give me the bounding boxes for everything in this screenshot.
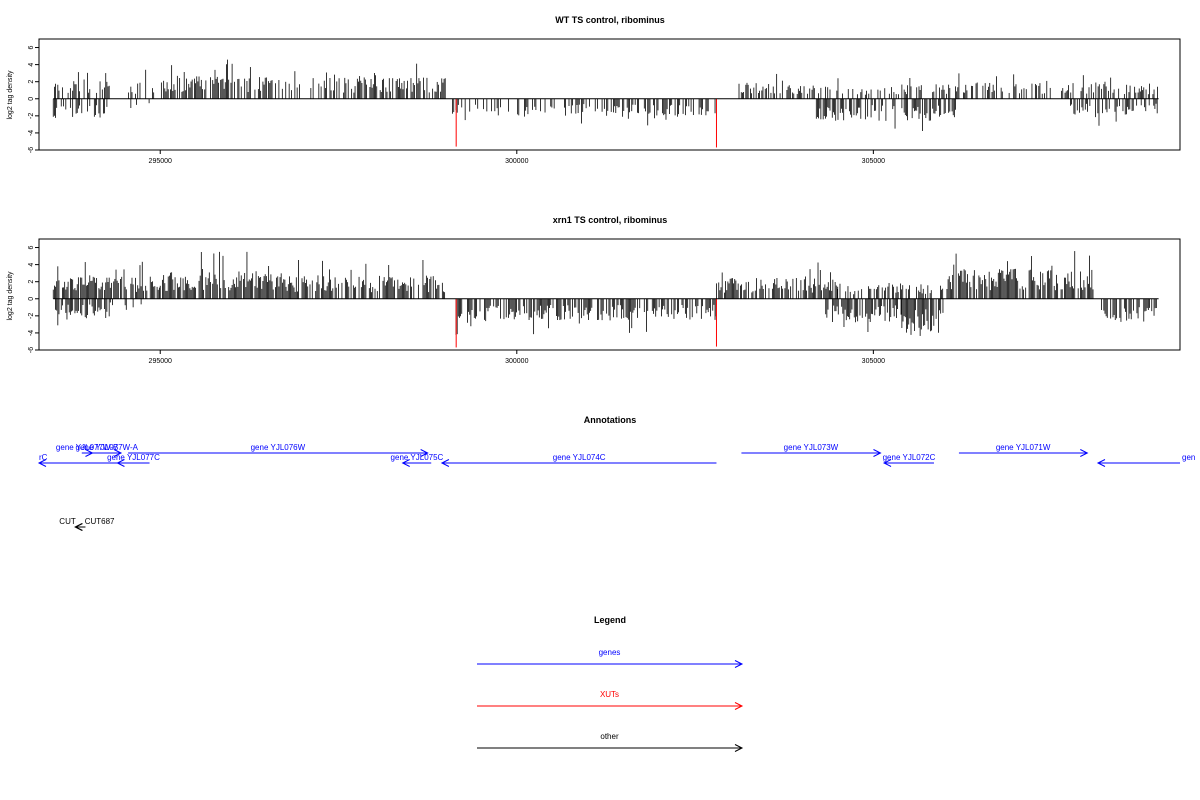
legend-label: XUTs — [600, 690, 619, 699]
feature-label: CUT687 — [85, 517, 115, 526]
y-axis-label-wt: log2 tag density — [7, 70, 14, 120]
annotation-feature: gene YJL077C — [107, 453, 160, 467]
feature-label: gene YJL077C — [107, 453, 160, 462]
y-tick-label: 0 — [28, 297, 35, 301]
x-tick-label: 300000 — [505, 358, 528, 365]
x-tick-label: 295000 — [149, 358, 172, 365]
arrow-head — [74, 523, 83, 531]
feature-label: gene YJL073W — [784, 443, 839, 452]
annotation-feature: rC — [37, 453, 125, 467]
feature-label: rC — [39, 453, 48, 462]
panel-title-xrn1: xrn1 TS control, ribominus — [553, 215, 668, 225]
y-tick-label: 4 — [28, 263, 35, 267]
legend-items: genes XUTs other — [477, 648, 744, 752]
arrow-head — [734, 744, 744, 752]
panel-title-wt: WT TS control, ribominus — [555, 15, 665, 25]
y-tick-label: 2 — [28, 80, 35, 84]
y-axis-xrn1: -6 -4 -2 0 2 4 6 — [28, 245, 39, 353]
legend-item: other — [477, 732, 744, 752]
arrow-head — [401, 459, 410, 467]
x-tick-label: 295000 — [149, 158, 172, 165]
arrow-head — [873, 449, 882, 457]
legend-item: genes — [477, 648, 744, 668]
coverage-panel-xrn1: xrn1 TS control, ribominus log2 tag dens… — [7, 215, 1181, 365]
arrow-head — [116, 459, 125, 467]
annotation-feature: gene YJL077W-A — [76, 443, 139, 457]
coverage-bars-wt — [52, 59, 1159, 148]
arrow-head — [882, 459, 892, 467]
y-tick-label: -6 — [28, 147, 35, 153]
x-tick-label: 300000 — [505, 158, 528, 165]
y-tick-label: -4 — [28, 330, 35, 336]
feature-label: gene YJL071W — [996, 443, 1051, 452]
legend-label: other — [600, 732, 619, 741]
arrow-head — [420, 449, 429, 457]
x-axis-xrn1: 295000 300000 305000 — [149, 350, 885, 365]
feature-label: CUT — [59, 517, 76, 526]
annotation-feature: gene YJL076W — [128, 443, 429, 457]
feature-label: gene YJL075C — [391, 453, 444, 462]
coverage-bars-xrn1 — [52, 251, 1159, 348]
annotation-feature: gene YJL071W — [958, 443, 1089, 457]
annotation-feature: gene YJL073W — [741, 443, 882, 457]
y-tick-label: 6 — [28, 245, 35, 249]
legend-label: genes — [599, 648, 621, 657]
y-tick-label: -2 — [28, 113, 35, 119]
annotation-feature: gene YJL074C — [440, 453, 717, 467]
y-tick-label: -4 — [28, 130, 35, 136]
arrow-head — [734, 702, 744, 710]
plot-frame-wt — [38, 38, 1181, 151]
annotation-feature: CUT687 — [74, 517, 115, 531]
annotation-feature: gene YJL072C — [883, 453, 936, 467]
y-tick-label: 4 — [28, 63, 35, 67]
legend-panel: Legend genes XUTs other — [477, 615, 744, 752]
legend-item: XUTs — [477, 690, 744, 710]
y-tick-label: -2 — [28, 313, 35, 319]
feature-label: gene YJL076W — [251, 443, 306, 452]
arrow-head — [113, 449, 123, 457]
y-tick-label: -6 — [28, 347, 35, 353]
y-tick-label: 2 — [28, 280, 35, 284]
y-axis-label-xrn1: log2 tag density — [7, 271, 14, 321]
y-axis-wt: -6 -4 -2 0 2 4 6 — [28, 45, 39, 153]
arrow-head — [734, 660, 744, 668]
feature-label: gen — [1182, 453, 1195, 462]
x-tick-label: 305000 — [862, 158, 885, 165]
x-tick-label: 305000 — [862, 358, 885, 365]
arrow-head — [1096, 459, 1106, 467]
feature-label: gene YJL074C — [553, 453, 606, 462]
y-tick-label: 0 — [28, 97, 35, 101]
arrow-head — [37, 459, 47, 467]
x-axis-wt: 295000 300000 305000 — [149, 150, 885, 165]
annotations-title: Annotations — [584, 415, 637, 425]
arrow-head — [1080, 449, 1089, 457]
legend-title: Legend — [594, 615, 626, 625]
feature-label: gene YJL077W-B — [56, 443, 118, 452]
feature-label: gene YJL072C — [883, 453, 936, 462]
y-tick-label: 6 — [28, 45, 35, 49]
annotation-feature: gene YJL075C — [391, 453, 444, 467]
plot-frame-xrn1 — [38, 238, 1181, 351]
arrow-head — [440, 459, 450, 467]
coverage-panel-wt: WT TS control, ribominus log2 tag densit… — [7, 15, 1181, 165]
feature-label: gene YJL077W-A — [76, 443, 139, 452]
annotation-feature: gen — [1096, 453, 1195, 467]
